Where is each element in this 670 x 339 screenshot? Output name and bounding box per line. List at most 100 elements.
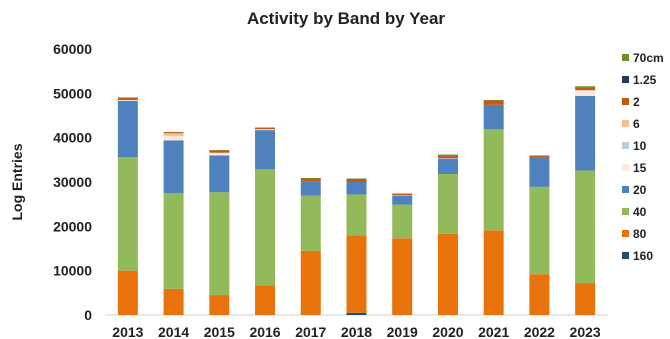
legend-item-1.25: 1.25: [622, 73, 657, 87]
bar-segment-2023-15: [575, 90, 596, 96]
bar-segment-2023-2: [575, 87, 596, 91]
bar-segment-2019-2: [392, 193, 413, 196]
x-tick-label: 2023: [570, 324, 601, 339]
bar-segment-2023-20: [575, 95, 596, 171]
bar-segment-2021-2: [483, 100, 504, 105]
legend-label: 6: [633, 117, 640, 131]
bar-segment-2020-70cm: [437, 154, 458, 156]
bar-segment-2013-20: [117, 100, 138, 158]
bar-segment-2015-20: [209, 155, 230, 193]
legend-label: 160: [633, 249, 653, 263]
legend-label: 15: [633, 161, 647, 175]
bar-segment-2021-20: [483, 104, 504, 130]
chart-title: Activity by Band by Year: [247, 9, 445, 28]
y-axis-ticks: 0 10000 20000 30000 40000 50000 60000: [53, 41, 92, 323]
legend-swatch: [622, 208, 629, 215]
legend-label: 80: [633, 227, 647, 241]
bar-segment-2018-20: [346, 182, 367, 195]
bar-segment-2023-70cm: [575, 86, 596, 88]
legend-item-15: 15: [622, 161, 647, 175]
legend-item-80: 80: [622, 227, 647, 241]
bar-segment-2018-80: [346, 235, 367, 313]
bar-segment-2023-80: [575, 283, 596, 315]
bar-segment-2015-80: [209, 295, 230, 315]
legend-item-40: 40: [622, 205, 647, 219]
legend-item-10: 10: [622, 139, 647, 153]
bar-segment-2017-2: [300, 178, 321, 182]
legend-swatch: [622, 142, 629, 149]
bar-segment-2017-20: [300, 181, 321, 196]
y-axis-label: Log Entries: [9, 143, 25, 220]
legend-label: 20: [633, 183, 647, 197]
bar-segment-2022-80: [529, 274, 550, 315]
bar-stack-2019: [392, 193, 413, 315]
bar-stack-2022: [529, 155, 550, 315]
legend-label: 40: [633, 205, 647, 219]
legend-swatch: [622, 252, 629, 259]
bar-segment-2023-40: [575, 170, 596, 284]
y-tick-label: 10000: [53, 263, 92, 279]
bar-segment-2013-80: [117, 270, 138, 315]
bar-segment-2018-70cm: [346, 178, 367, 179]
legend-swatch: [622, 98, 629, 105]
x-tick-label: 2017: [295, 324, 326, 339]
bar-stack-2013: [117, 97, 138, 315]
bar-segment-2013-40: [117, 157, 138, 271]
bar-segment-2021-40: [483, 129, 504, 231]
bar-segment-2016-70cm: [255, 127, 276, 128]
legend-item-20: 20: [622, 183, 647, 197]
bar-segment-2019-80: [392, 238, 413, 315]
bar-segment-2017-40: [300, 195, 321, 251]
bar-segment-2019-6: [392, 195, 413, 196]
x-tick-label: 2018: [341, 324, 372, 339]
x-tick-label: 2022: [524, 324, 555, 339]
bar-segment-2016-20: [255, 130, 276, 170]
bar-segment-2013-70cm: [117, 97, 138, 98]
y-tick-label: 50000: [53, 85, 92, 101]
y-tick-label: 20000: [53, 218, 92, 234]
x-tick-label: 2019: [387, 324, 418, 339]
x-tick-label: 2015: [204, 324, 235, 339]
bar-segment-2022-2: [529, 155, 550, 158]
bar-stack-2020: [437, 154, 458, 315]
bar-segment-2019-70cm: [392, 193, 413, 195]
bar-segment-2017-80: [300, 250, 321, 315]
bar-segment-2014-70cm: [163, 131, 184, 133]
x-axis-ticks: 2013 2014 2015 2016 2017 2018 2019 2020 2021 2022…: [112, 324, 601, 339]
bar-stack-2016: [255, 127, 276, 315]
legend-swatch: [622, 186, 629, 193]
bar-stack-2017: [300, 178, 321, 315]
x-tick-label: 2014: [158, 324, 189, 339]
y-tick-label: 60000: [53, 41, 92, 57]
legend-label: 2: [633, 95, 640, 109]
bar-stack-2014: [163, 131, 184, 315]
x-tick-label: 2016: [249, 324, 280, 339]
legend-label: 1.25: [633, 73, 657, 87]
bar-segment-2016-80: [255, 285, 276, 315]
bar-segment-2018-40: [346, 194, 367, 236]
bar-segment-2015-15: [209, 152, 230, 156]
legend-label: 70cm: [633, 51, 664, 65]
legend-item-2: 2: [622, 95, 640, 109]
bar-segment-2020-20: [437, 158, 458, 175]
bar-segment-2014-80: [163, 288, 184, 315]
bar-stack-2018: [346, 178, 367, 315]
bar-segment-2014-20: [163, 140, 184, 194]
legend: 70cm 1.25 2 6 10 15 20 40 80 160: [622, 51, 664, 263]
legend-item-6: 6: [622, 117, 640, 131]
bar-segment-2022-40: [529, 186, 550, 275]
x-tick-label: 2013: [112, 324, 143, 339]
y-tick-label: 0: [84, 307, 92, 323]
bar-segment-2020-2: [437, 155, 458, 159]
y-tick-label: 40000: [53, 130, 92, 146]
bar-segment-2015-70cm: [209, 150, 230, 151]
bar-stack-2023: [575, 86, 596, 315]
bar-segment-2015-40: [209, 192, 230, 296]
bar-segment-2017-70cm: [300, 178, 321, 179]
bar-segment-2016-40: [255, 169, 276, 286]
legend-item-70cm: 70cm: [622, 51, 664, 65]
bar-segment-2013-15: [117, 99, 138, 101]
bar-segment-2020-80: [437, 233, 458, 315]
bar-segment-2022-20: [529, 157, 550, 187]
